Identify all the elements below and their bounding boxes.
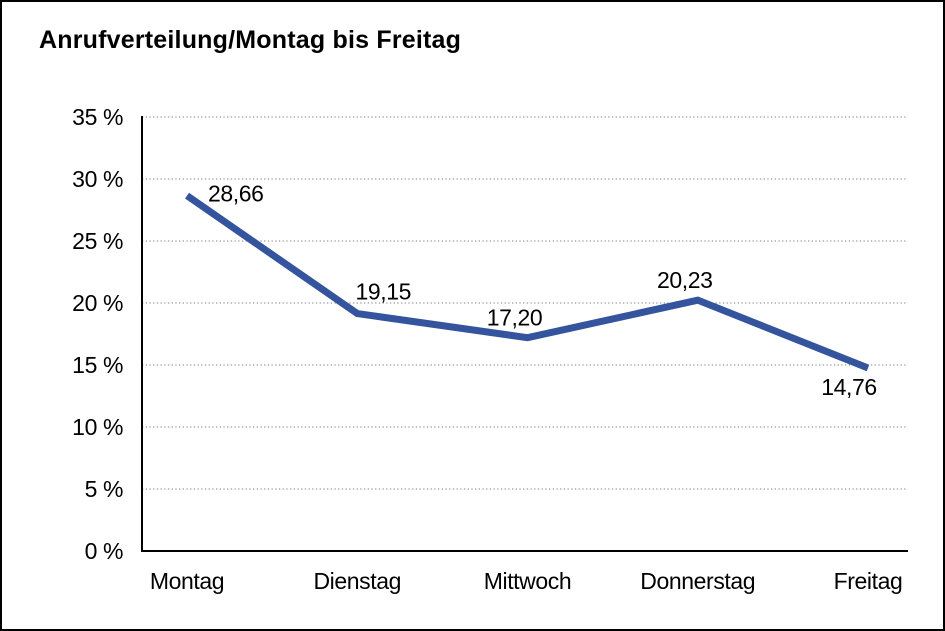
y-tick-label: 20 % xyxy=(72,290,123,316)
data-point-label: 28,66 xyxy=(208,181,264,207)
y-tick-label: 10 % xyxy=(72,414,123,440)
x-category-label: Donnerstag xyxy=(640,568,755,594)
y-tick-label: 0 % xyxy=(85,538,123,564)
y-tick-label: 5 % xyxy=(85,476,123,502)
x-category-label: Mittwoch xyxy=(484,568,572,594)
x-category-label: Dienstag xyxy=(313,568,401,594)
data-point-label: 14,76 xyxy=(821,374,877,400)
y-tick-label: 30 % xyxy=(72,166,123,192)
data-line xyxy=(185,192,870,372)
data-point-label: 19,15 xyxy=(355,279,411,305)
data-point-label: 20,23 xyxy=(657,267,713,293)
y-tick-label: 15 % xyxy=(72,352,123,378)
chart-title: Anrufverteilung/Montag bis Freitag xyxy=(39,26,462,54)
y-tick-label: 35 % xyxy=(72,104,123,130)
x-category-label: Freitag xyxy=(834,568,903,594)
x-category-label: Montag xyxy=(150,568,224,594)
data-point-label: 17,20 xyxy=(487,305,543,331)
y-tick-label: 25 % xyxy=(72,228,123,254)
